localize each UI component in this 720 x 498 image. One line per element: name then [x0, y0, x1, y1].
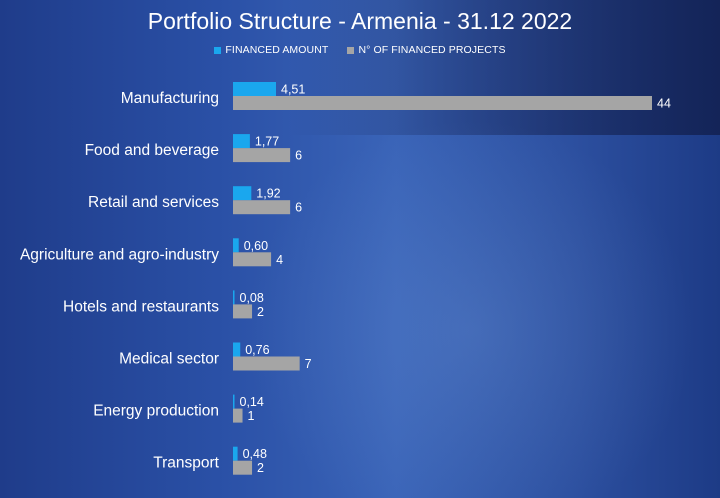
- value-label-financed-projects-manufacturing: 44: [657, 97, 671, 111]
- bar-financed-amount-transport: [233, 446, 238, 461]
- bar-financed-projects-energy-production: [233, 408, 243, 423]
- value-label-financed-amount-agriculture-and-agro-industry: 0,60: [244, 239, 268, 253]
- value-label-financed-amount-transport: 0,48: [243, 447, 267, 461]
- bar-financed-amount-energy-production: [233, 394, 235, 409]
- category-label-food-and-beverage: Food and beverage: [85, 142, 219, 159]
- value-label-financed-projects-food-and-beverage: 6: [295, 149, 302, 163]
- legend-label-financed-projects: N° OF FINANCED PROJECTS: [358, 44, 506, 56]
- value-label-financed-projects-energy-production: 1: [248, 409, 255, 423]
- legend-item-financed-amount: FINANCED AMOUNT: [214, 44, 328, 56]
- value-labels: 4,51441,7761,9260,6040,0820,7670,1410,48…: [240, 83, 671, 476]
- chart-title: Portfolio Structure - Armenia - 31.12 20…: [147, 8, 573, 34]
- value-label-financed-projects-transport: 2: [257, 461, 264, 475]
- chart-legend: FINANCED AMOUNT N° OF FINANCED PROJECTS: [0, 44, 720, 57]
- value-label-financed-amount-retail-and-services: 1,92: [256, 187, 280, 201]
- bar-financed-projects-medical-sector: [233, 356, 300, 371]
- value-label-financed-amount-medical-sector: 0,76: [245, 343, 269, 357]
- category-label-manufacturing: Manufacturing: [121, 90, 219, 107]
- bar-financed-projects-agriculture-and-agro-industry: [233, 252, 272, 267]
- category-labels: Manufacturing Food and beverage Retail and…: [20, 90, 220, 472]
- category-label-agriculture-and-agro-industry: Agriculture and agro-industry: [20, 246, 219, 263]
- bar-financed-amount-retail-and-services: [233, 186, 252, 201]
- value-label-financed-amount-manufacturing: 4,51: [281, 83, 305, 97]
- background-shade: [290, 0, 720, 135]
- bar-financed-projects-manufacturing: [233, 96, 652, 110]
- category-label-medical-sector: Medical sector: [119, 351, 219, 368]
- bar-financed-projects-transport: [233, 460, 253, 475]
- bar-financed-projects-retail-and-services: [233, 200, 291, 215]
- value-label-financed-projects-hotels-and-restaurants: 2: [257, 305, 264, 319]
- legend-swatch-financed-projects: [347, 46, 355, 54]
- bar-financed-projects-food-and-beverage: [233, 148, 291, 163]
- legend-swatch-financed-amount: [214, 46, 222, 54]
- bar-financed-projects-hotels-and-restaurants: [233, 304, 253, 319]
- legend-item-financed-projects: N° OF FINANCED PROJECTS: [347, 44, 505, 56]
- category-label-energy-production: Energy production: [93, 403, 219, 420]
- category-label-transport: Transport: [153, 455, 219, 472]
- bar-financed-amount-food-and-beverage: [233, 134, 250, 149]
- legend-label-financed-amount: FINANCED AMOUNT: [225, 44, 329, 56]
- value-label-financed-projects-agriculture-and-agro-industry: 4: [276, 253, 283, 267]
- bar-financed-amount-agriculture-and-agro-industry: [233, 238, 239, 253]
- bar-financed-amount-hotels-and-restaurants: [233, 290, 235, 305]
- value-label-financed-amount-food-and-beverage: 1,77: [255, 135, 279, 149]
- value-label-financed-projects-medical-sector: 7: [305, 357, 312, 371]
- bar-financed-amount-medical-sector: [233, 342, 241, 357]
- bar-financed-amount-manufacturing: [233, 82, 276, 96]
- value-label-financed-projects-retail-and-services: 6: [295, 201, 302, 215]
- value-label-financed-amount-hotels-and-restaurants: 0,08: [240, 291, 264, 305]
- bars: [233, 82, 652, 475]
- category-label-retail-and-services: Retail and services: [88, 194, 219, 211]
- value-label-financed-amount-energy-production: 0,14: [240, 395, 264, 409]
- category-label-hotels-and-restaurants: Hotels and restaurants: [63, 298, 219, 315]
